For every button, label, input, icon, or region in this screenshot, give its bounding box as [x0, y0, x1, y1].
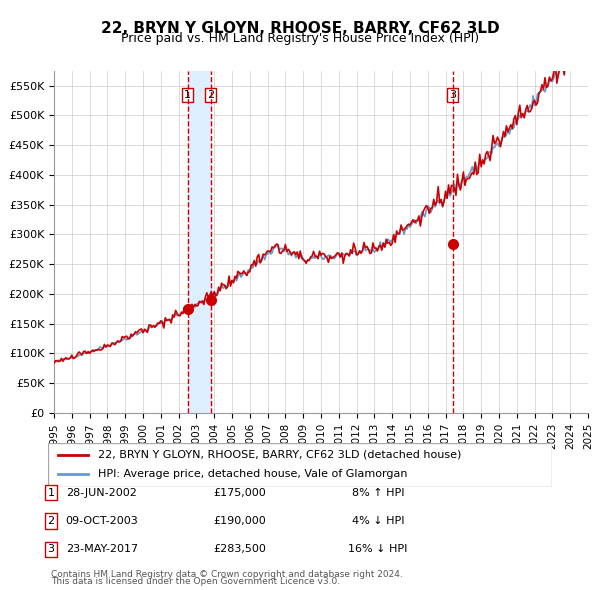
- Text: 28-JUN-2002: 28-JUN-2002: [67, 488, 137, 497]
- Text: 16% ↓ HPI: 16% ↓ HPI: [349, 545, 407, 554]
- Text: 22, BRYN Y GLOYN, RHOOSE, BARRY, CF62 3LD: 22, BRYN Y GLOYN, RHOOSE, BARRY, CF62 3L…: [101, 21, 499, 35]
- Text: HPI: Average price, detached house, Vale of Glamorgan: HPI: Average price, detached house, Vale…: [98, 470, 408, 479]
- Text: £283,500: £283,500: [214, 545, 266, 554]
- Text: £190,000: £190,000: [214, 516, 266, 526]
- Text: 23-MAY-2017: 23-MAY-2017: [66, 545, 138, 554]
- FancyBboxPatch shape: [48, 442, 552, 487]
- Text: Price paid vs. HM Land Registry's House Price Index (HPI): Price paid vs. HM Land Registry's House …: [121, 32, 479, 45]
- Text: 1: 1: [184, 90, 191, 100]
- Text: 3: 3: [47, 545, 55, 554]
- Text: 1: 1: [47, 488, 55, 497]
- Bar: [187, 71, 211, 413]
- Text: 3: 3: [449, 90, 456, 100]
- Text: £175,000: £175,000: [214, 488, 266, 497]
- Text: This data is licensed under the Open Government Licence v3.0.: This data is licensed under the Open Gov…: [51, 578, 340, 586]
- Text: 09-OCT-2003: 09-OCT-2003: [65, 516, 139, 526]
- Text: 4% ↓ HPI: 4% ↓ HPI: [352, 516, 404, 526]
- Text: 22, BRYN Y GLOYN, RHOOSE, BARRY, CF62 3LD (detached house): 22, BRYN Y GLOYN, RHOOSE, BARRY, CF62 3L…: [98, 450, 462, 460]
- Text: 2: 2: [47, 516, 55, 526]
- Text: 2: 2: [207, 90, 214, 100]
- Text: Contains HM Land Registry data © Crown copyright and database right 2024.: Contains HM Land Registry data © Crown c…: [51, 571, 403, 579]
- Text: 8% ↑ HPI: 8% ↑ HPI: [352, 488, 404, 497]
